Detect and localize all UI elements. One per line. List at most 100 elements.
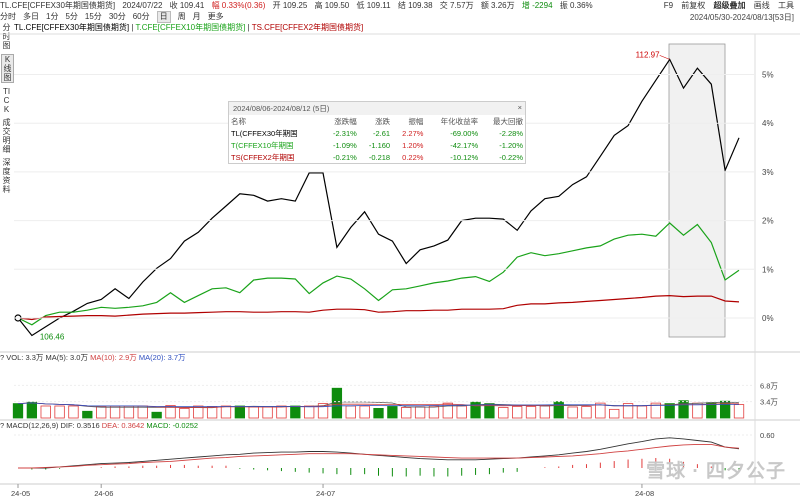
left-nav-item-1[interactable]: K线图 bbox=[1, 54, 14, 83]
popup-cell-pct: -2.31% bbox=[333, 128, 357, 138]
dif-line bbox=[18, 437, 740, 469]
change-label: 幅 0.33%(0.36) bbox=[211, 1, 266, 10]
left-nav-item-4[interactable]: 深度资料 bbox=[2, 158, 11, 194]
popup-col-header: 最大回撤 bbox=[493, 116, 523, 126]
legend-ts[interactable]: TS.CFE[CFFEX2年期国债期货] bbox=[251, 23, 364, 32]
volume-bar bbox=[109, 405, 121, 419]
volume-bar bbox=[692, 402, 703, 419]
help-icon[interactable]: ? bbox=[0, 421, 5, 430]
left-nav-item-3[interactable]: 成交明细 bbox=[2, 118, 11, 154]
volume-bar bbox=[401, 407, 412, 419]
tab-1[interactable]: 多日 bbox=[23, 12, 39, 21]
watermark: 雪球 · 四夕公子 bbox=[646, 461, 786, 482]
tab-0[interactable]: 分时 bbox=[0, 12, 16, 21]
left-nav-item-2[interactable]: TICK bbox=[2, 87, 11, 114]
volume-bar bbox=[414, 406, 426, 419]
popup-cell-chg: -2.61 bbox=[373, 128, 391, 138]
volume-bar bbox=[179, 407, 190, 419]
volume-bar bbox=[636, 405, 648, 419]
volume-indicator-bar: ? VOL: 3.3万 MA(5): 3.0万 MA(10): 2.9万 MA(… bbox=[0, 353, 186, 363]
volume-bar bbox=[262, 406, 273, 419]
popup-row: TL(CFFEX30年期国 -2.31% -2.61 2.27% -69.00% -2.2… bbox=[229, 127, 525, 139]
min-label: 106.46 bbox=[40, 333, 65, 342]
tab-3[interactable]: 5分 bbox=[65, 12, 78, 21]
popup-cell-ann: -69.00% bbox=[450, 128, 479, 138]
y-tick-label: 3.4万 bbox=[760, 398, 778, 407]
tab-9[interactable]: 月 bbox=[192, 12, 201, 21]
tools-button[interactable]: 工具 bbox=[778, 1, 794, 10]
volume-bar bbox=[290, 405, 301, 419]
y-tick-label: 6.8万 bbox=[760, 381, 778, 390]
y-tick-label: 2% bbox=[762, 217, 774, 226]
volume-bar bbox=[248, 406, 259, 419]
volume-bar bbox=[442, 402, 453, 419]
x-tick-label: 24-05 bbox=[11, 489, 30, 498]
oi-change-label: 增 -2294 bbox=[521, 1, 553, 10]
popup-cell-pct: -1.09% bbox=[333, 140, 357, 150]
volume-bar bbox=[719, 400, 731, 419]
left-nav-item-0[interactable]: 分时图 bbox=[2, 23, 11, 50]
volume-label: 交 7.57万 bbox=[439, 1, 474, 10]
popup-cell-amp: 1.20% bbox=[402, 140, 424, 150]
volume-bar bbox=[539, 405, 551, 419]
overlay-button[interactable]: 超级叠加 bbox=[713, 1, 746, 10]
volume-bar bbox=[12, 403, 24, 419]
dea-label: DEA: 0.3642 bbox=[101, 421, 145, 430]
tab-4[interactable]: 15分 bbox=[84, 12, 102, 21]
legend-tl[interactable]: TL.CFE[CFFEX30年期国债期货] bbox=[14, 23, 130, 32]
tab-5[interactable]: 30分 bbox=[108, 12, 126, 21]
volume-bar bbox=[40, 405, 51, 419]
popup-row: TS(CFFEX2年期国 -0.21% -0.218 0.22% -10.12% -0.2… bbox=[229, 151, 525, 163]
volume-bar bbox=[234, 405, 245, 419]
popup-title: 2024/08/06-2024/08/12 (5日) bbox=[233, 104, 330, 113]
price-chart-area: 112.97 106.46 bbox=[14, 43, 740, 342]
series-line-1 bbox=[17, 222, 740, 326]
macd-value-label: MACD: -0.0252 bbox=[146, 421, 199, 430]
f9-button[interactable]: F9 bbox=[663, 1, 674, 10]
y-tick-label: 0.60 bbox=[760, 431, 775, 440]
volume-bar bbox=[553, 401, 564, 419]
volume-bar bbox=[123, 405, 135, 419]
series-legend: TL.CFE[CFFEX30年期国债期货] | T.CFE[CFFEX10年期国… bbox=[14, 23, 364, 32]
volume-bar bbox=[359, 405, 370, 419]
popup-col-header: 振幅 bbox=[408, 116, 424, 126]
volume-bar bbox=[678, 400, 689, 419]
volume-bar bbox=[512, 406, 523, 419]
volume-bar bbox=[484, 403, 495, 419]
volume-bar bbox=[387, 406, 398, 419]
range-stats-popup: 2024/08/06-2024/08/12 (5日) × 名称 涨跌幅 涨跌 振幅 年化… bbox=[228, 101, 526, 164]
tab-7[interactable]: 日 bbox=[156, 11, 171, 23]
x-tick-label: 24-06 bbox=[94, 489, 113, 498]
selection-range bbox=[668, 43, 726, 338]
y-tick-label: 4% bbox=[762, 119, 774, 128]
dea-line bbox=[18, 443, 740, 469]
volume-bar bbox=[567, 406, 578, 419]
tab-10[interactable]: 更多 bbox=[207, 12, 224, 21]
series-line-0 bbox=[17, 58, 740, 337]
popup-col-header: 名称 bbox=[231, 116, 246, 126]
tab-6[interactable]: 60分 bbox=[132, 12, 150, 21]
adjust-button[interactable]: 前复权 bbox=[681, 1, 706, 10]
vol-label: VOL: 3.3万 bbox=[6, 353, 44, 362]
volume-bar bbox=[304, 405, 315, 419]
close-icon[interactable]: × bbox=[517, 103, 522, 112]
popup-cell-dd: -0.22% bbox=[499, 152, 523, 162]
tab-2[interactable]: 1分 bbox=[46, 12, 59, 21]
popup-col-header: 涨跌 bbox=[375, 116, 391, 126]
help-icon[interactable]: ? bbox=[0, 353, 5, 362]
ma5-label: MA(5): 3.0万 bbox=[45, 353, 88, 362]
settle-label: 结 109.38 bbox=[397, 1, 433, 10]
draw-line-button[interactable]: 画线 bbox=[753, 1, 770, 10]
y-tick-label: 5% bbox=[762, 71, 774, 80]
amplitude-label: 振 0.36% bbox=[559, 1, 593, 10]
ma10-label: MA(10): 2.9万 bbox=[90, 353, 137, 362]
oi-label: 额 3.26万 bbox=[480, 1, 515, 10]
tab-8[interactable]: 周 bbox=[177, 12, 186, 21]
volume-chart-area bbox=[12, 387, 745, 419]
legend-t[interactable]: T.CFE[CFFEX10年期国债期货] bbox=[135, 23, 246, 32]
volume-bar bbox=[96, 406, 107, 419]
axis-layer: 5% 4% 3% 2% 1% 0% 6.8万 3.4万 0.60 24-05 24-06 24-07 2… bbox=[0, 33, 800, 498]
series-line-2 bbox=[17, 294, 740, 321]
volume-bar bbox=[650, 402, 661, 419]
